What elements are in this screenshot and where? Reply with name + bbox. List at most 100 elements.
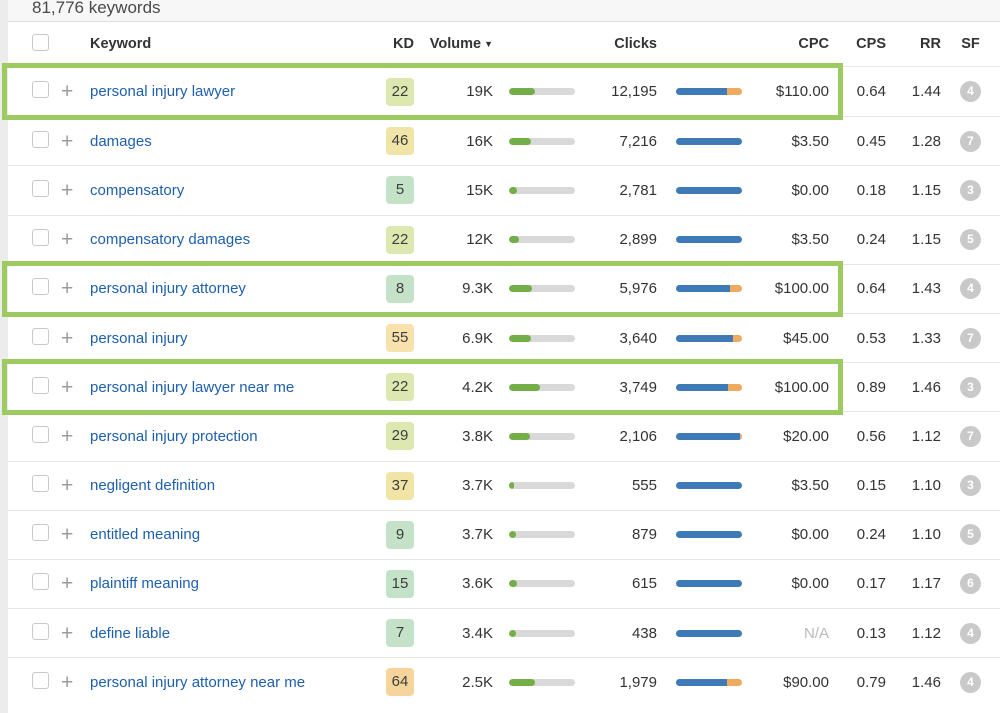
row-checkbox[interactable]: [32, 622, 49, 640]
keyword-link[interactable]: personal injury attorney near me: [90, 673, 306, 691]
row-checkbox[interactable]: [32, 130, 49, 148]
row-checkbox[interactable]: [32, 376, 49, 394]
volume-value: 15K: [466, 181, 493, 199]
column-header-kd[interactable]: KD: [393, 36, 414, 52]
row-checkbox[interactable]: [32, 573, 49, 591]
add-keyword-icon[interactable]: +: [61, 670, 74, 694]
volume-bar: [509, 432, 575, 440]
kd-badge: 22: [386, 225, 414, 254]
row-checkbox[interactable]: [32, 81, 49, 99]
volume-bar: [509, 383, 575, 391]
select-all-checkbox[interactable]: [32, 33, 49, 51]
row-checkbox[interactable]: [32, 475, 49, 493]
cpc-value: $3.50: [791, 477, 829, 495]
row-checkbox[interactable]: [32, 179, 49, 197]
add-keyword-icon[interactable]: +: [61, 129, 74, 153]
column-header-rr[interactable]: RR: [920, 36, 941, 52]
add-keyword-icon[interactable]: +: [61, 80, 74, 104]
rr-value: 1.12: [911, 427, 941, 445]
cpc-value: $110.00: [775, 83, 829, 101]
volume-bar: [509, 334, 575, 342]
keyword-link[interactable]: damages: [90, 132, 152, 150]
add-keyword-icon[interactable]: +: [61, 621, 74, 645]
keyword-link[interactable]: compensatory damages: [90, 231, 251, 249]
keyword-link[interactable]: personal injury lawyer: [90, 83, 236, 101]
results-count-bar: 81,776 keywords: [8, 0, 1000, 22]
rr-value: 1.28: [911, 132, 941, 150]
serp-features-badge: 7: [960, 327, 981, 349]
keyword-link[interactable]: negligent definition: [90, 477, 216, 495]
volume-value: 3.6K: [462, 575, 493, 593]
clicks-value: 2,781: [619, 181, 657, 199]
add-keyword-icon[interactable]: +: [61, 572, 74, 596]
cpc-value: $45.00: [783, 329, 829, 347]
add-keyword-icon[interactable]: +: [61, 326, 74, 350]
clicks-bar: [676, 432, 742, 440]
volume-bar: [509, 88, 575, 96]
clicks-bar: [676, 629, 742, 637]
column-header-clicks[interactable]: Clicks: [614, 36, 657, 52]
clicks-value: 1,979: [619, 673, 657, 691]
clicks-bar: [676, 236, 742, 244]
row-checkbox[interactable]: [32, 327, 49, 345]
table-row: + plaintiff meaning 15 3.6K 615 $0.00 0.…: [8, 558, 1000, 609]
table-row: + compensatory damages 22 12K 2,899 $3.5…: [8, 214, 1000, 264]
row-checkbox[interactable]: [32, 278, 49, 296]
cpc-value: $0.00: [791, 575, 829, 593]
add-keyword-icon[interactable]: +: [61, 277, 74, 301]
add-keyword-icon[interactable]: +: [61, 178, 74, 202]
cps-value: 0.45: [856, 132, 886, 150]
keyword-link[interactable]: define liable: [90, 624, 171, 642]
serp-features-badge: 4: [960, 622, 981, 644]
keyword-link[interactable]: compensatory: [90, 181, 185, 199]
volume-value: 3.7K: [462, 526, 493, 544]
clicks-bar: [676, 580, 742, 588]
add-keyword-icon[interactable]: +: [61, 523, 74, 547]
column-header-volume[interactable]: Volume ▼: [429, 36, 493, 52]
column-header-sf[interactable]: SF: [961, 36, 980, 52]
add-keyword-icon[interactable]: +: [61, 474, 74, 498]
volume-bar: [509, 236, 575, 244]
table-header-row: Keyword KD Volume ▼ Clicks CPC CPS RR SF: [8, 22, 1000, 67]
kd-badge: 22: [386, 77, 414, 106]
kd-badge: 64: [386, 668, 414, 697]
row-checkbox[interactable]: [32, 425, 49, 443]
keyword-link[interactable]: personal injury attorney: [90, 280, 246, 298]
column-header-keyword[interactable]: Keyword: [90, 36, 152, 52]
volume-bar: [509, 580, 575, 588]
kd-badge: 37: [386, 471, 414, 500]
cpc-value: $0.00: [791, 181, 829, 199]
clicks-value: 615: [631, 575, 657, 593]
volume-value: 16K: [466, 132, 493, 150]
clicks-value: 12,195: [611, 83, 657, 101]
volume-value: 2.5K: [462, 673, 493, 691]
volume-value: 4.2K: [462, 378, 493, 396]
keyword-link[interactable]: plaintiff meaning: [90, 575, 199, 593]
clicks-value: 3,749: [619, 378, 657, 396]
row-checkbox[interactable]: [32, 671, 49, 689]
keyword-link[interactable]: entitled meaning: [90, 526, 201, 544]
cps-value: 0.18: [856, 181, 886, 199]
add-keyword-icon[interactable]: +: [61, 375, 74, 399]
clicks-value: 879: [631, 526, 657, 544]
row-checkbox[interactable]: [32, 524, 49, 542]
kd-badge: 15: [386, 569, 414, 598]
add-keyword-icon[interactable]: +: [61, 424, 74, 448]
clicks-bar: [676, 285, 742, 293]
add-keyword-icon[interactable]: +: [61, 228, 74, 252]
row-checkbox[interactable]: [32, 229, 49, 247]
clicks-value: 2,106: [619, 427, 657, 445]
rr-value: 1.10: [911, 526, 941, 544]
column-header-cpc[interactable]: CPC: [798, 36, 829, 52]
keyword-link[interactable]: personal injury: [90, 329, 188, 347]
rr-value: 1.15: [911, 231, 941, 249]
volume-value: 19K: [466, 83, 493, 101]
keyword-link[interactable]: personal injury lawyer near me: [90, 378, 295, 396]
serp-features-badge: 3: [960, 376, 981, 398]
keyword-link[interactable]: personal injury protection: [90, 427, 258, 445]
column-header-cps[interactable]: CPS: [856, 36, 886, 52]
clicks-bar: [676, 334, 742, 342]
cps-value: 0.24: [856, 526, 886, 544]
volume-bar: [509, 482, 575, 490]
table-row: + personal injury lawyer near me 22 4.2K…: [2, 359, 1000, 416]
